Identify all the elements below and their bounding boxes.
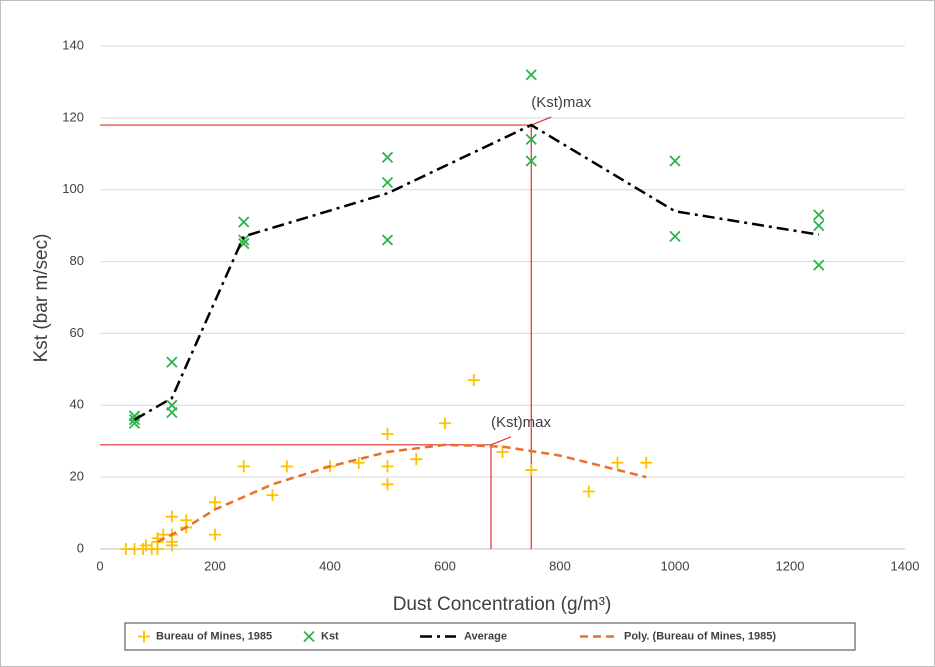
legend-label: Poly. (Bureau of Mines, 1985) [624, 630, 776, 642]
data-point [525, 133, 537, 146]
x-tick-label: 200 [204, 558, 226, 573]
y-tick-label: 0 [77, 540, 84, 555]
data-point [238, 234, 250, 246]
data-point [496, 445, 509, 458]
y-tick-label: 140 [62, 37, 84, 52]
data-point [669, 155, 681, 167]
data-point [381, 460, 394, 473]
data-point [525, 155, 537, 167]
data-point [165, 539, 178, 552]
x-tick-label: 1200 [776, 558, 805, 573]
data-point [381, 234, 394, 246]
x-tick-label: 0 [96, 558, 103, 573]
y-tick-label: 80 [70, 253, 84, 268]
y-tick-label: 100 [62, 181, 84, 196]
annotation-leader [490, 436, 512, 446]
data-point [165, 510, 178, 523]
data-point [166, 406, 178, 419]
data-point [237, 460, 250, 473]
y-tick-label: 20 [70, 469, 84, 484]
data-point [381, 428, 394, 441]
data-point [280, 460, 293, 473]
data-point [813, 259, 825, 271]
data-point [813, 220, 825, 232]
annotation: (Kst)max [531, 94, 592, 111]
data-point [180, 514, 193, 527]
data-point [238, 216, 250, 228]
legend-label: Average [464, 630, 507, 642]
legend-swatch [138, 630, 150, 643]
data-point [813, 209, 825, 221]
data-point [128, 417, 141, 429]
data-point [166, 356, 178, 368]
x-tick-label: 800 [549, 558, 571, 573]
data-point [381, 176, 394, 189]
x-tick-label: 600 [434, 558, 456, 573]
x-axis-label: Dust Concentration (g/m³) [393, 594, 612, 615]
data-point [582, 485, 595, 498]
y-axis-label: Kst (bar m/sec) [31, 234, 52, 363]
data-point [266, 489, 279, 502]
data-point [467, 374, 480, 387]
data-point [439, 417, 451, 430]
x-tick-label: 1400 [891, 558, 920, 573]
data-point [381, 478, 394, 491]
data-point [611, 456, 624, 469]
legend-label: Kst [321, 630, 339, 642]
y-tick-label: 120 [62, 109, 84, 124]
y-tick-label: 40 [70, 397, 84, 412]
data-point [352, 456, 365, 469]
annotation: (Kst)max [491, 414, 552, 431]
data-point [381, 151, 394, 164]
series-line [133, 123, 819, 421]
legend-swatch [303, 630, 315, 643]
data-point [209, 496, 221, 509]
data-point [525, 463, 538, 476]
data-point [410, 453, 423, 466]
legend-label: Bureau of Mines, 1985 [156, 630, 272, 642]
x-tick-label: 1000 [661, 558, 690, 573]
y-tick-label: 60 [70, 325, 84, 340]
series-line [156, 443, 647, 543]
x-tick-label: 400 [319, 558, 341, 573]
data-point [669, 230, 681, 243]
data-point [209, 528, 221, 541]
legend-box [124, 622, 856, 651]
annotation-leader [531, 116, 552, 126]
data-point [640, 456, 653, 469]
data-point [525, 69, 537, 81]
